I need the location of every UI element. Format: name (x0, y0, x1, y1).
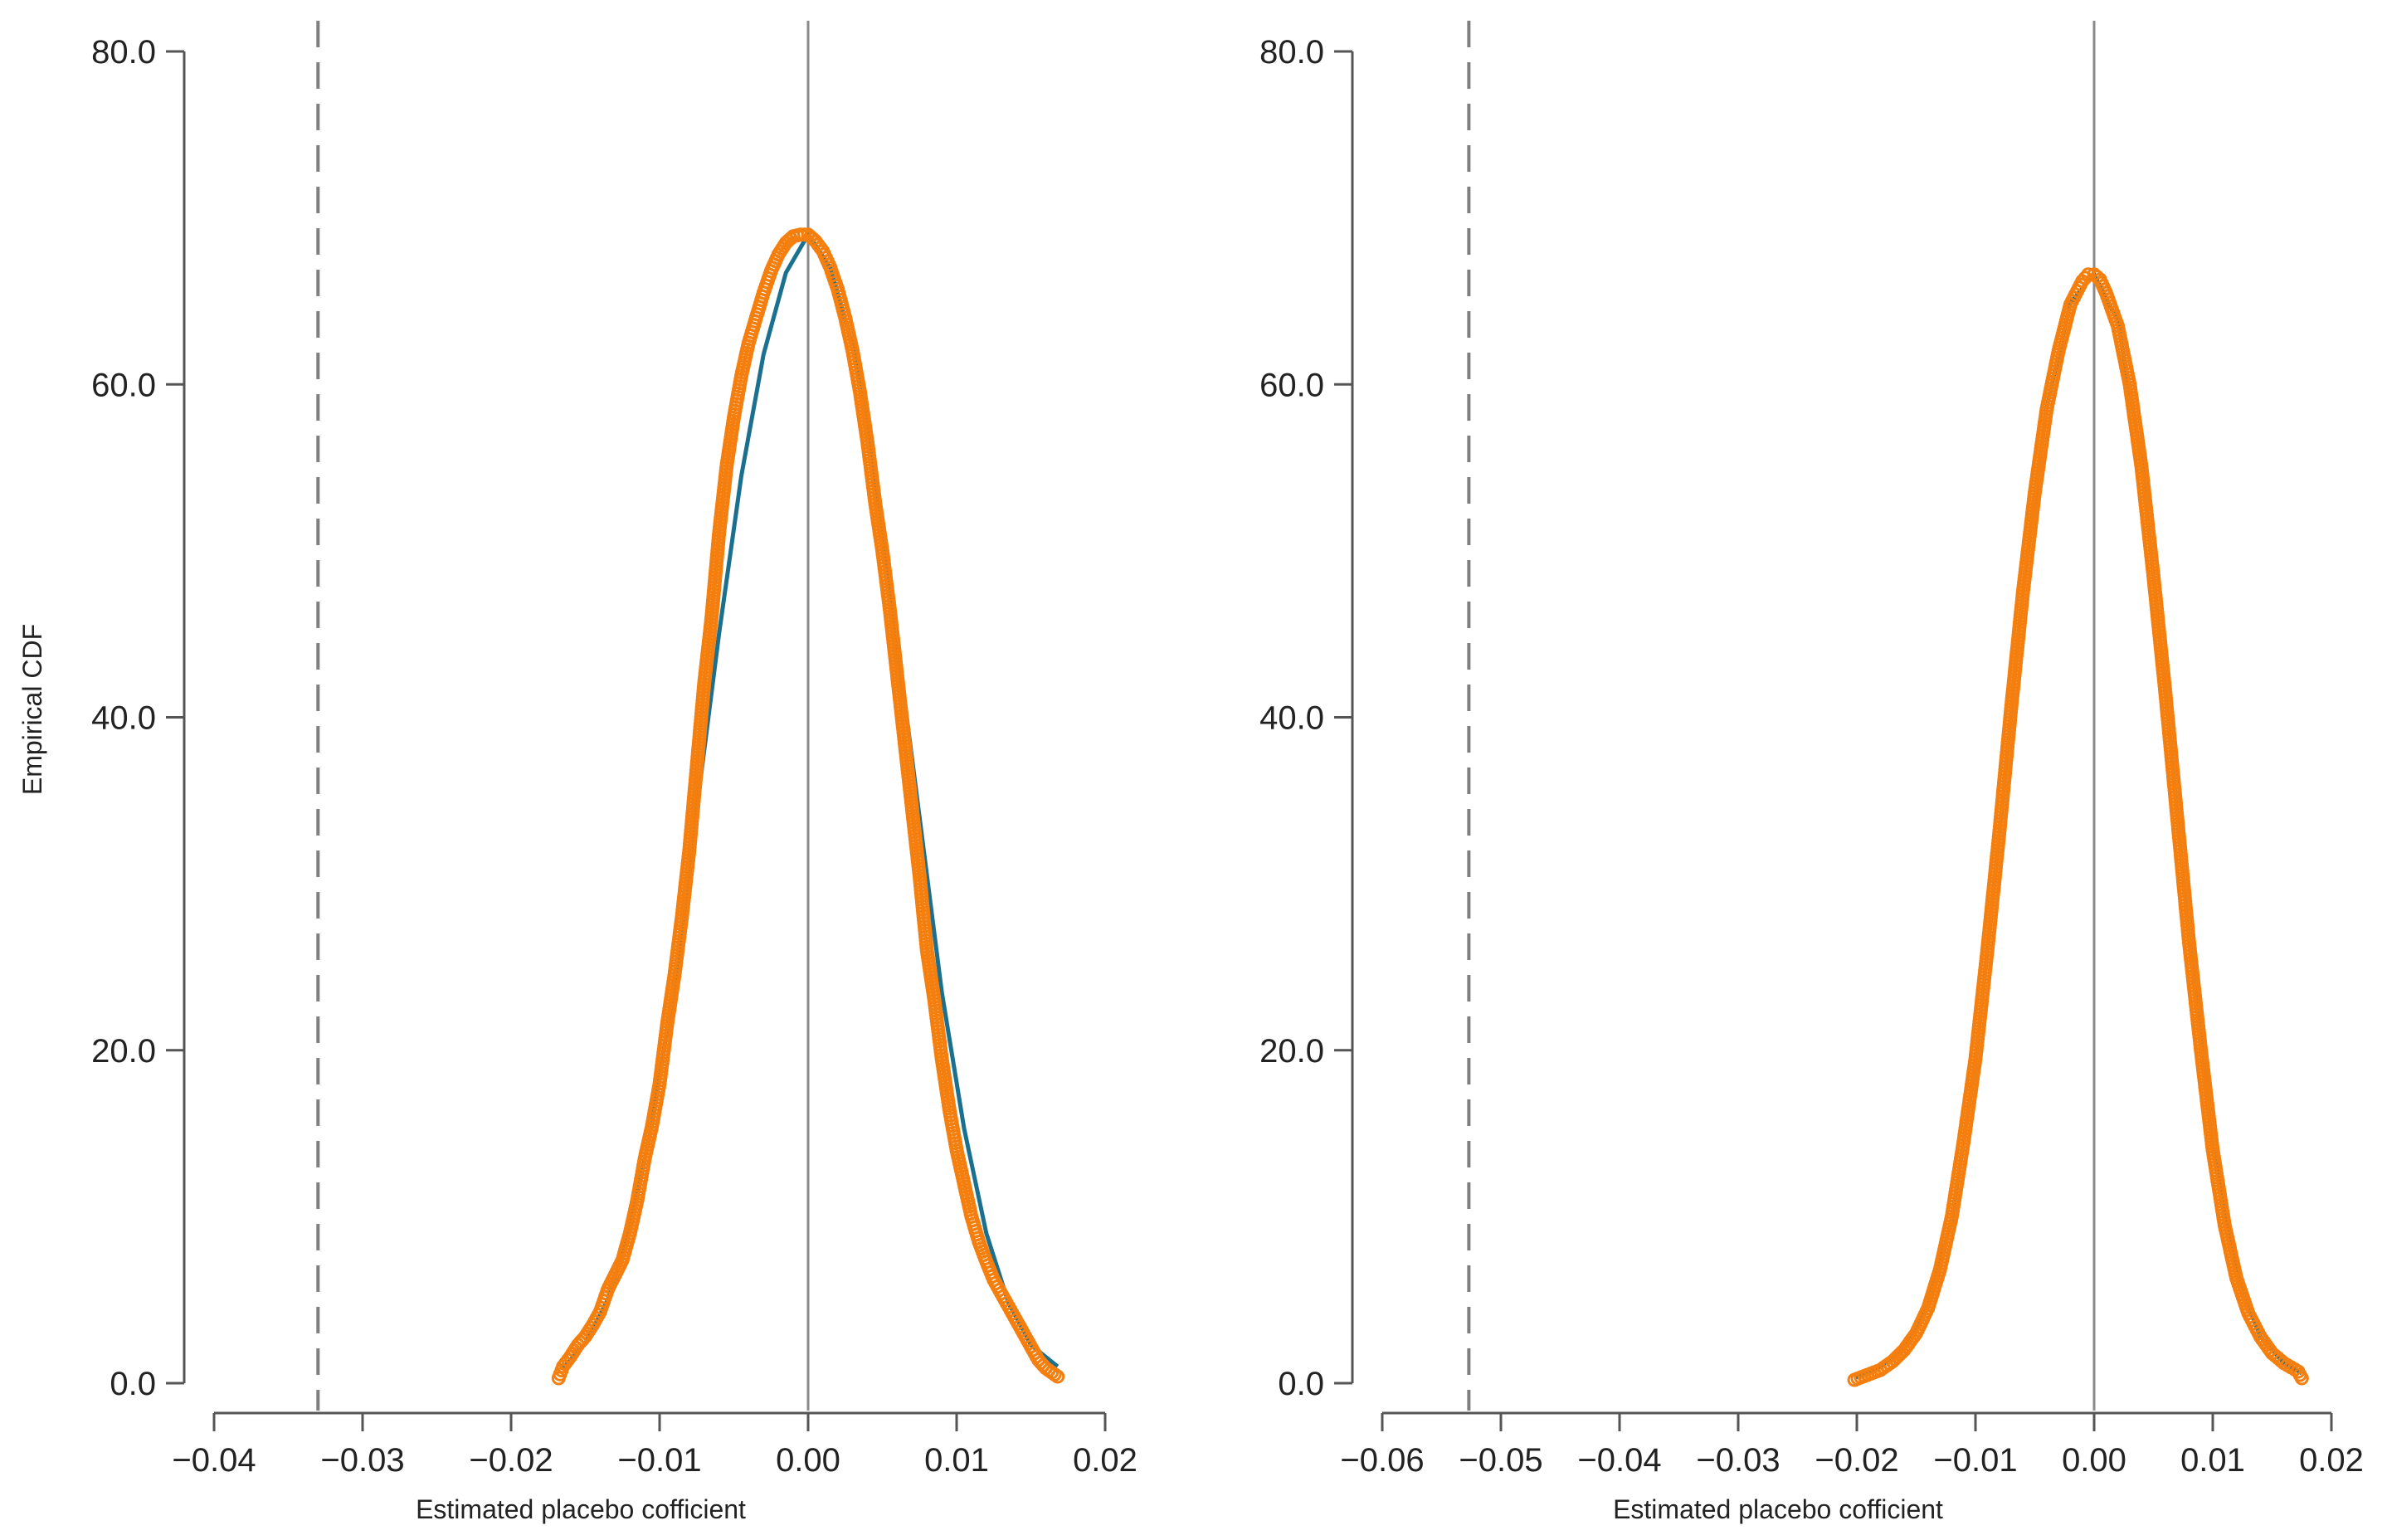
y-tick-label: 80.0 (1259, 34, 1324, 71)
x-axis-title: Estimated placebo cofficient (1613, 1494, 1943, 1524)
x-tick-label: −0.04 (1577, 1442, 1661, 1479)
x-tick-label: −0.01 (617, 1442, 701, 1479)
x-tick-label: −0.01 (1933, 1442, 2017, 1479)
fitted-density-line (1854, 270, 2303, 1381)
x-tick-label: −0.02 (1815, 1442, 1898, 1479)
y-tick-label: 20.0 (1259, 1033, 1324, 1070)
x-tick-label: 0.00 (776, 1442, 840, 1479)
x-tick-label: −0.03 (1696, 1442, 1780, 1479)
x-tick-label: −0.03 (320, 1442, 404, 1479)
chart-panel-1: 0.020.040.060.080.0−0.04 −0.03 −0.02 −0.01 0… (91, 21, 1137, 1524)
y-axis-title: Empirical CDF (17, 624, 47, 795)
chart-panel-2: 0.020.040.060.080.0−0.06 −0.05 −0.04 −0.03−… (1259, 21, 2364, 1524)
x-tick-label: −0.02 (469, 1442, 553, 1479)
data-point (2294, 1371, 2309, 1386)
y-tick-label: 60.0 (91, 367, 156, 403)
x-tick-label: 0.01 (2180, 1442, 2245, 1479)
y-tick-label: 60.0 (1259, 367, 1324, 403)
data-point (2081, 267, 2096, 282)
y-tick-label: 80.0 (91, 34, 156, 71)
y-tick-label: 0.0 (1278, 1366, 1324, 1402)
data-point (1050, 1369, 1065, 1384)
x-tick-label: −0.04 (172, 1442, 256, 1479)
x-tick-label: 0.01 (924, 1442, 989, 1479)
x-axis-title: Estimated placebo cofficient (416, 1494, 746, 1524)
y-tick-label: 40.0 (91, 700, 156, 737)
x-tick-label: −0.06 (1340, 1442, 1424, 1479)
x-tick-label: 0.00 (2062, 1442, 2126, 1479)
y-tick-label: 0.0 (110, 1366, 156, 1402)
x-tick-label: −0.05 (1459, 1442, 1542, 1479)
x-tick-label: 0.02 (2299, 1442, 2364, 1479)
y-tick-label: 20.0 (91, 1033, 156, 1070)
y-tick-label: 40.0 (1259, 700, 1324, 737)
x-tick-label: 0.02 (1073, 1442, 1137, 1479)
